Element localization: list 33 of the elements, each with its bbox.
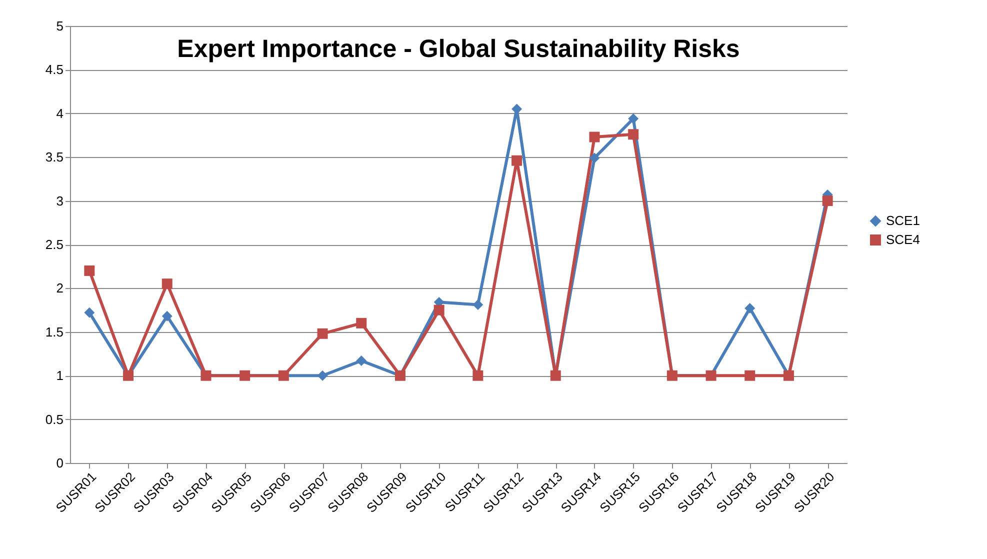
- y-tick-label: 4.5: [45, 62, 64, 78]
- point: [822, 196, 833, 206]
- point: [317, 370, 328, 381]
- legend-label: SCE4: [886, 232, 920, 247]
- y-tick-label: 5: [56, 18, 64, 34]
- point: [744, 370, 756, 381]
- y-tick-label: 1.5: [45, 324, 64, 340]
- point: [162, 310, 172, 322]
- y-tick-label: 4: [56, 106, 64, 121]
- y-tick-label: 1: [56, 368, 64, 384]
- point: [356, 318, 367, 328]
- point: [512, 155, 522, 166]
- legend-label: SCE1: [886, 213, 920, 228]
- point: [628, 129, 639, 140]
- point: [472, 300, 484, 310]
- point: [744, 303, 756, 314]
- point: [472, 370, 484, 381]
- point: [162, 278, 172, 290]
- point: [434, 304, 444, 316]
- y-tick-label: 0: [56, 456, 64, 470]
- y-tick-label: 2: [56, 280, 64, 296]
- y-tick-label: 3.5: [45, 150, 64, 165]
- point: [589, 132, 600, 142]
- point: [356, 356, 367, 366]
- y-tick-label: 2.5: [45, 237, 64, 252]
- point: [628, 113, 639, 124]
- chart-title: Expert Importance - Global Sustainability Risks: [177, 35, 740, 63]
- point: [84, 265, 95, 276]
- point: [589, 152, 600, 164]
- y-tick-label: 3: [56, 193, 64, 208]
- y-tick-label: 0.5: [45, 412, 64, 427]
- point: [317, 328, 328, 339]
- point: [84, 307, 95, 318]
